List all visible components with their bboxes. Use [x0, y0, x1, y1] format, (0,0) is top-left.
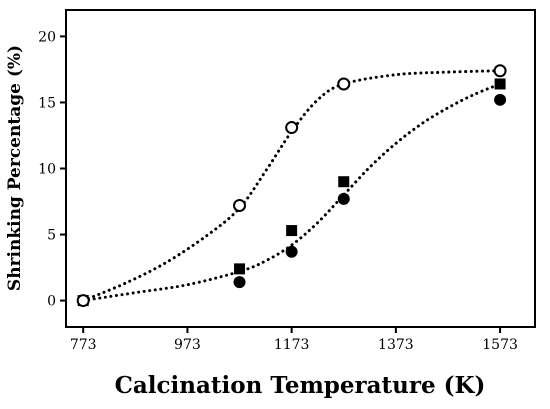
- data-point-open-circle: [233, 198, 247, 212]
- y-tick-label: 5: [47, 228, 56, 244]
- data-point-filled-circle: [494, 93, 507, 106]
- axes: 773 973 1173 1373 1573 0 5 10 15 20: [38, 9, 536, 353]
- data-markers: [76, 64, 507, 308]
- data-point-filled-square: [234, 263, 246, 275]
- data-point-open-circle: [337, 77, 351, 91]
- data-point-open-circle: [493, 64, 507, 78]
- data-point-filled-circle: [233, 276, 246, 289]
- plot-frame: [65, 9, 536, 328]
- fit-line-0: [81, 69, 502, 303]
- data-point-open-circle: [76, 294, 90, 308]
- x-axis-label: Calcination Temperature (K): [115, 372, 486, 399]
- y-tick-label: 15: [38, 95, 56, 111]
- data-point-filled-square: [286, 225, 298, 237]
- fit-lines: [81, 69, 502, 303]
- x-tick-label: 1173: [274, 337, 310, 353]
- y-tick-label: 10: [38, 162, 56, 178]
- data-point-filled-circle: [337, 192, 350, 205]
- data-point-filled-square: [338, 176, 350, 188]
- data-point-filled-circle: [285, 245, 298, 258]
- x-tick-label: 773: [70, 337, 97, 353]
- y-tick-label: 20: [38, 29, 56, 45]
- data-point-filled-square: [494, 78, 506, 90]
- fit-line-2: [81, 82, 502, 303]
- y-axis-label: Shrinking Percentage (%): [5, 45, 25, 291]
- x-tick-label: 973: [174, 337, 201, 353]
- x-tick-label: 1373: [378, 337, 414, 353]
- data-point-open-circle: [285, 121, 299, 135]
- y-tick-label: 0: [47, 294, 56, 310]
- x-tick-label: 1573: [482, 337, 518, 353]
